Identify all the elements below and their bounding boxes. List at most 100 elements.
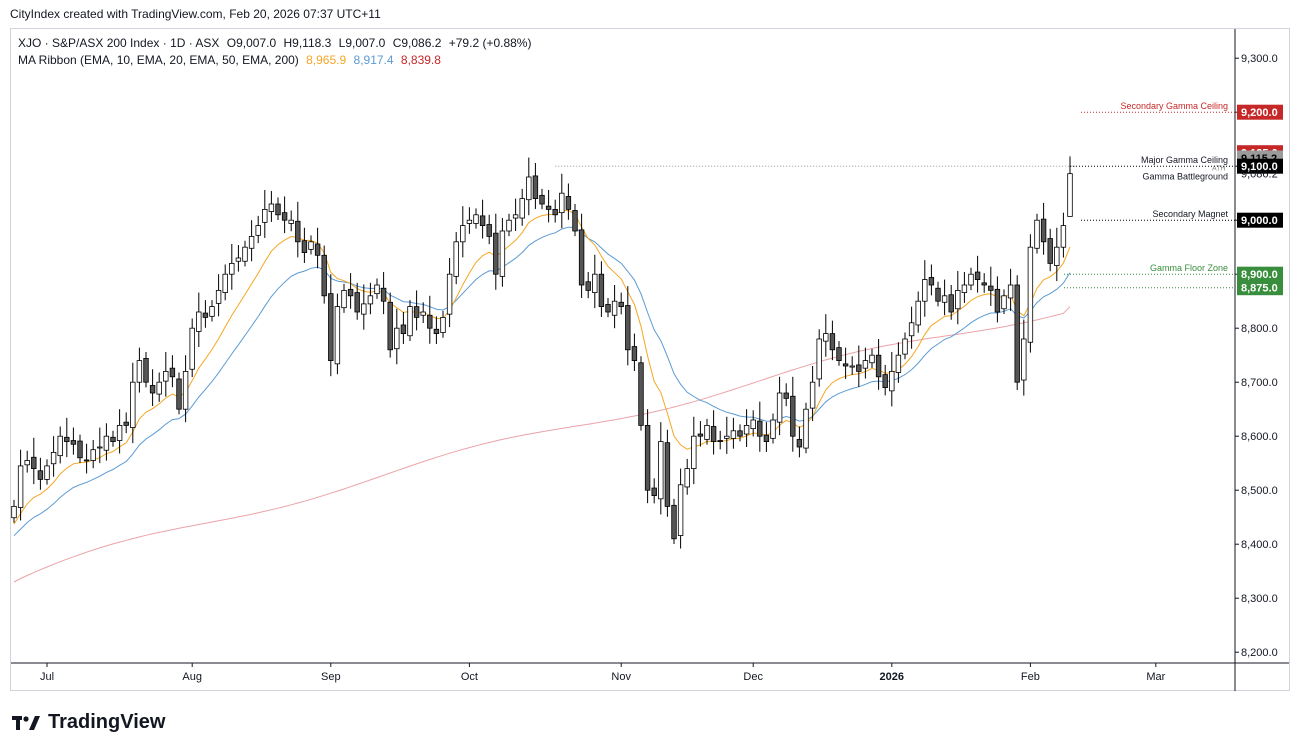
candle-body[interactable] bbox=[671, 504, 677, 540]
candle-body[interactable] bbox=[545, 205, 552, 210]
candle-body[interactable] bbox=[235, 257, 242, 262]
candle-body[interactable] bbox=[149, 385, 156, 394]
candle-body[interactable] bbox=[578, 229, 585, 286]
candle-body[interactable] bbox=[11, 505, 17, 519]
candle-body[interactable] bbox=[829, 333, 836, 351]
candle-body[interactable] bbox=[730, 430, 737, 439]
candle-body[interactable] bbox=[57, 435, 63, 457]
candle-body[interactable] bbox=[308, 241, 314, 250]
candle-body[interactable] bbox=[136, 360, 143, 383]
candle-body[interactable] bbox=[961, 284, 968, 293]
candle-body[interactable] bbox=[519, 198, 525, 219]
candle-body[interactable] bbox=[328, 293, 334, 362]
candle-body[interactable] bbox=[116, 424, 123, 441]
candle-body[interactable] bbox=[427, 314, 433, 329]
candle-body[interactable] bbox=[816, 338, 822, 380]
candle-body[interactable] bbox=[539, 194, 545, 205]
candle-body[interactable] bbox=[1047, 238, 1053, 264]
candle-body[interactable] bbox=[413, 306, 420, 318]
candle-body[interactable] bbox=[242, 246, 248, 262]
candle-body[interactable] bbox=[974, 271, 981, 281]
candle-body[interactable] bbox=[526, 176, 532, 201]
candle-body[interactable] bbox=[176, 378, 182, 410]
candle-body[interactable] bbox=[559, 192, 565, 214]
candle-body[interactable] bbox=[453, 241, 459, 277]
candle-body[interactable] bbox=[611, 300, 618, 316]
candle-body[interactable] bbox=[400, 324, 407, 334]
candle-body[interactable] bbox=[948, 294, 954, 313]
candle-body[interactable] bbox=[902, 338, 908, 355]
candle-body[interactable] bbox=[803, 408, 809, 449]
candle-body[interactable] bbox=[849, 365, 855, 368]
candle-body[interactable] bbox=[691, 435, 697, 470]
candle-body[interactable] bbox=[64, 436, 70, 442]
candle-body[interactable] bbox=[83, 459, 90, 462]
candle-body[interactable] bbox=[743, 424, 750, 435]
candle-body[interactable] bbox=[341, 289, 347, 309]
candle-body[interactable] bbox=[182, 370, 189, 410]
candle-body[interactable] bbox=[750, 419, 756, 430]
candle-body[interactable] bbox=[823, 333, 829, 342]
candle-body[interactable] bbox=[710, 426, 717, 443]
candle-body[interactable] bbox=[684, 468, 690, 488]
candle-body[interactable] bbox=[790, 395, 796, 437]
candle-body[interactable] bbox=[506, 219, 512, 232]
candle-body[interactable] bbox=[757, 420, 763, 437]
candle-body[interactable] bbox=[321, 254, 327, 297]
candle-body[interactable] bbox=[770, 419, 776, 439]
candle-body[interactable] bbox=[651, 487, 657, 497]
candle-body[interactable] bbox=[196, 311, 202, 332]
candle-body[interactable] bbox=[380, 287, 387, 302]
candle-body[interactable] bbox=[77, 440, 83, 459]
candle-body[interactable] bbox=[895, 354, 902, 373]
candle-body[interactable] bbox=[156, 381, 162, 395]
ma-ribbon-label[interactable]: MA Ribbon (EMA, 10, EMA, 20, EMA, 50, EM… bbox=[18, 53, 299, 67]
candle-body[interactable] bbox=[394, 327, 400, 350]
candle-body[interactable] bbox=[229, 262, 235, 275]
candle-body[interactable] bbox=[143, 358, 149, 383]
candle-body[interactable] bbox=[763, 434, 770, 442]
candle-body[interactable] bbox=[367, 295, 374, 305]
candle-body[interactable] bbox=[387, 301, 393, 351]
candle-body[interactable] bbox=[215, 289, 222, 304]
candle-body[interactable] bbox=[37, 470, 44, 480]
candle-body[interactable] bbox=[446, 273, 453, 315]
candle-body[interactable] bbox=[255, 225, 261, 236]
candle-body[interactable] bbox=[1001, 295, 1007, 310]
candle-body[interactable] bbox=[407, 306, 413, 337]
candle-body[interactable] bbox=[532, 175, 539, 199]
candle-body[interactable] bbox=[842, 363, 849, 367]
candle-body[interactable] bbox=[941, 295, 948, 303]
candle-body[interactable] bbox=[704, 424, 710, 440]
candle-body[interactable] bbox=[473, 214, 479, 224]
candle-body[interactable] bbox=[374, 284, 380, 295]
candle-body[interactable] bbox=[334, 306, 341, 365]
candle-body[interactable] bbox=[460, 225, 466, 243]
candle-body[interactable] bbox=[592, 273, 598, 293]
candle-body[interactable] bbox=[209, 306, 215, 317]
candle-body[interactable] bbox=[479, 215, 486, 227]
candle-body[interactable] bbox=[90, 449, 96, 461]
candle-body[interactable] bbox=[110, 436, 116, 442]
candle-body[interactable] bbox=[31, 456, 37, 470]
candle-body[interactable] bbox=[552, 208, 558, 216]
candle-body[interactable] bbox=[17, 465, 24, 508]
candle-body[interactable] bbox=[875, 354, 882, 378]
candle-body[interactable] bbox=[1067, 173, 1073, 217]
candle-body[interactable] bbox=[862, 360, 869, 369]
candle-body[interactable] bbox=[169, 367, 176, 378]
candle-body[interactable] bbox=[935, 287, 941, 302]
candle-body[interactable] bbox=[585, 281, 591, 291]
candle-body[interactable] bbox=[783, 392, 789, 399]
candle-body[interactable] bbox=[856, 364, 862, 372]
candle-body[interactable] bbox=[796, 439, 803, 448]
candle-body[interactable] bbox=[882, 374, 888, 389]
tradingview-logo[interactable]: TradingView bbox=[12, 711, 165, 734]
candle-body[interactable] bbox=[717, 440, 723, 442]
candle-body[interactable] bbox=[625, 305, 631, 351]
candle-body[interactable] bbox=[724, 435, 730, 439]
candle-body[interactable] bbox=[275, 203, 281, 216]
candle-body[interactable] bbox=[44, 465, 50, 480]
candle-body[interactable] bbox=[565, 196, 572, 210]
